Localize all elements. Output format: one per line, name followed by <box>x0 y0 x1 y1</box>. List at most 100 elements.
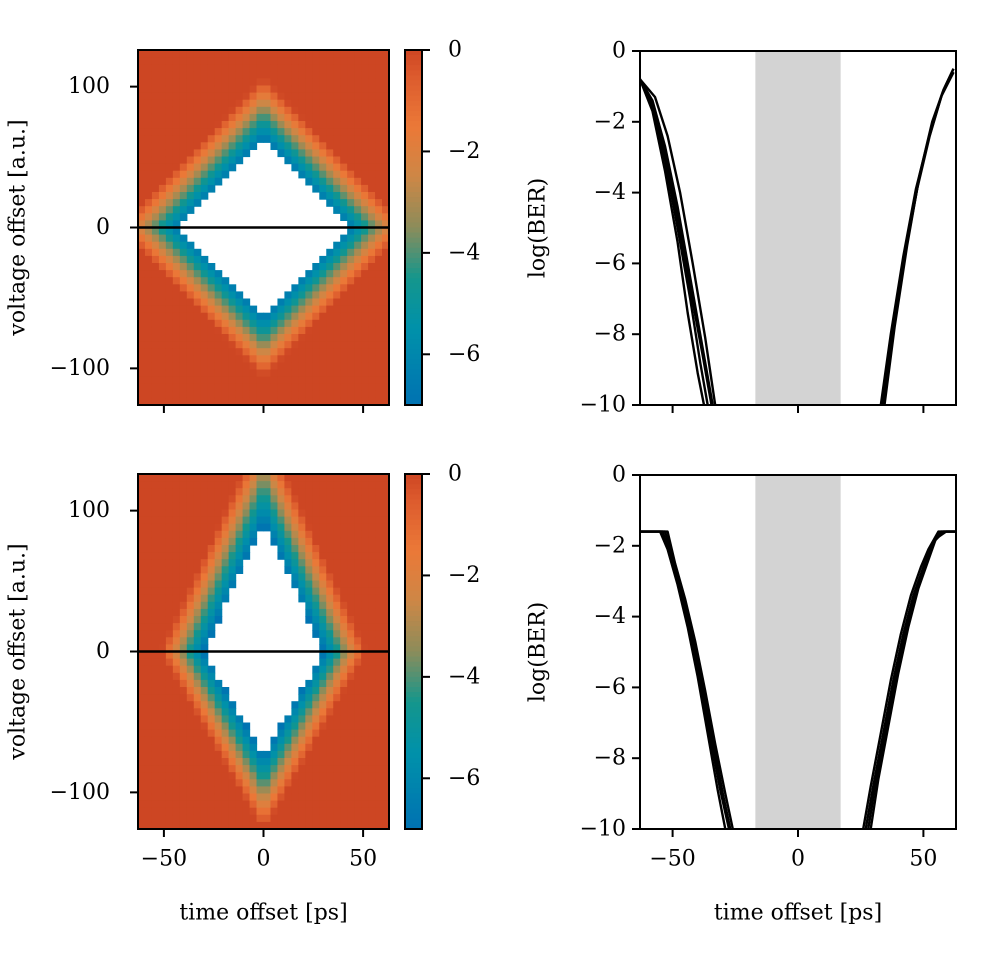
heatmap-cell <box>165 523 174 532</box>
heatmap-cell <box>200 78 209 87</box>
heatmap-cell <box>284 341 292 349</box>
heatmap-cell <box>382 121 390 129</box>
heatmap-cell <box>158 206 167 214</box>
heatmap-cell <box>361 545 369 553</box>
heatmap-cell <box>172 334 181 342</box>
heatmap-cell <box>319 559 327 567</box>
heatmap-cell <box>382 390 390 399</box>
heatmap-cell <box>354 623 362 631</box>
heatmap-cell <box>277 50 286 58</box>
heatmap-cell <box>277 814 286 823</box>
heatmap-cell <box>172 85 181 94</box>
heatmap-cell <box>207 397 216 406</box>
heatmap-cell <box>361 341 369 349</box>
heatmap-cell <box>340 99 348 108</box>
heatmap-cell <box>333 206 341 214</box>
colorbar-frame <box>404 49 423 406</box>
heatmap-cell <box>179 701 188 709</box>
heatmap-cell <box>221 758 230 766</box>
colorbar-segment <box>405 70 422 76</box>
heatmap-cell <box>305 679 313 688</box>
heatmap-cell <box>375 736 383 745</box>
heatmap-cell <box>221 106 230 115</box>
colorbar-segment <box>405 793 422 800</box>
heatmap-cell <box>263 383 272 392</box>
heatmap-cell <box>165 50 174 58</box>
heatmap-cell <box>326 708 334 716</box>
heatmap-cell <box>179 192 188 200</box>
heatmap-cell <box>291 312 299 321</box>
heatmap-cell <box>298 334 306 342</box>
heatmap-cell <box>193 284 202 292</box>
heatmap-cell <box>235 291 244 300</box>
heatmap-cell <box>200 509 209 518</box>
heatmap-cell <box>305 57 313 65</box>
heatmap-cell <box>138 772 146 780</box>
heatmap-cell <box>382 573 390 582</box>
heatmap-cell <box>214 362 223 371</box>
heatmap-cell <box>361 523 369 532</box>
heatmap-cell <box>144 390 153 399</box>
heatmap-cell <box>151 821 160 830</box>
heatmap-cell <box>207 523 216 532</box>
heatmap-cell <box>291 537 299 546</box>
heatmap-cell <box>291 99 299 108</box>
heatmap-cell <box>235 559 244 567</box>
heatmap-cell <box>284 566 292 574</box>
heatmap-cell <box>326 255 334 264</box>
heatmap-cell <box>144 270 153 278</box>
heatmap-cell <box>368 106 376 115</box>
heatmap-cell <box>249 348 258 356</box>
colorbar-segment <box>405 778 422 784</box>
heatmap-cell <box>221 488 230 496</box>
heatmap-cell <box>298 312 306 321</box>
heatmap-cell <box>382 206 390 214</box>
colorbar-segment <box>405 499 422 506</box>
heatmap-cell <box>284 106 292 115</box>
heatmap-cell <box>319 284 327 292</box>
heatmap-cell <box>319 601 327 610</box>
heatmap-cell <box>138 355 146 363</box>
heatmap-cell <box>214 270 223 278</box>
heatmap-cell <box>179 765 188 773</box>
heatmap-cell <box>249 99 258 108</box>
heatmap-cell <box>298 113 306 122</box>
x-tick-label: 50 <box>349 847 377 872</box>
heatmap-cell <box>382 99 390 108</box>
colorbar-segment <box>405 742 422 749</box>
heatmap-cell <box>151 326 160 335</box>
heatmap-cell <box>235 312 244 321</box>
heatmap-cell <box>347 326 355 335</box>
colorbar-segment <box>405 268 422 274</box>
heatmap-cell <box>326 637 334 645</box>
heatmap-cell <box>298 793 306 802</box>
heatmap-cell <box>228 793 237 802</box>
heatmap-cell <box>221 128 230 136</box>
heatmap-cell <box>200 149 209 158</box>
heatmap-cell <box>361 99 369 108</box>
heatmap-cell <box>375 383 383 392</box>
heatmap-cell <box>179 750 188 759</box>
heatmap-cell <box>138 305 146 314</box>
heatmap-cell <box>347 334 355 342</box>
heatmap-cell <box>340 495 348 503</box>
heatmap-cell <box>151 177 160 186</box>
heatmap-cell <box>340 552 348 560</box>
heatmap-cell <box>333 355 341 363</box>
heatmap-cell <box>277 779 286 787</box>
heatmap-cell <box>382 672 390 681</box>
heatmap-cell <box>326 616 334 624</box>
heatmap-cell <box>228 736 237 745</box>
heatmap-cell <box>172 142 181 150</box>
heatmap-cell <box>221 821 230 830</box>
heatmap-cell <box>354 383 362 392</box>
heatmap-cell <box>347 255 355 264</box>
heatmap-cell <box>200 255 209 264</box>
heatmap-cell <box>165 57 174 65</box>
heatmap-cell <box>221 729 230 738</box>
heatmap-cell <box>368 772 376 780</box>
heatmap-cell <box>361 263 369 271</box>
heatmap-cell <box>354 821 362 830</box>
heatmap-cell <box>158 729 167 738</box>
colorbar-segment <box>405 202 422 208</box>
